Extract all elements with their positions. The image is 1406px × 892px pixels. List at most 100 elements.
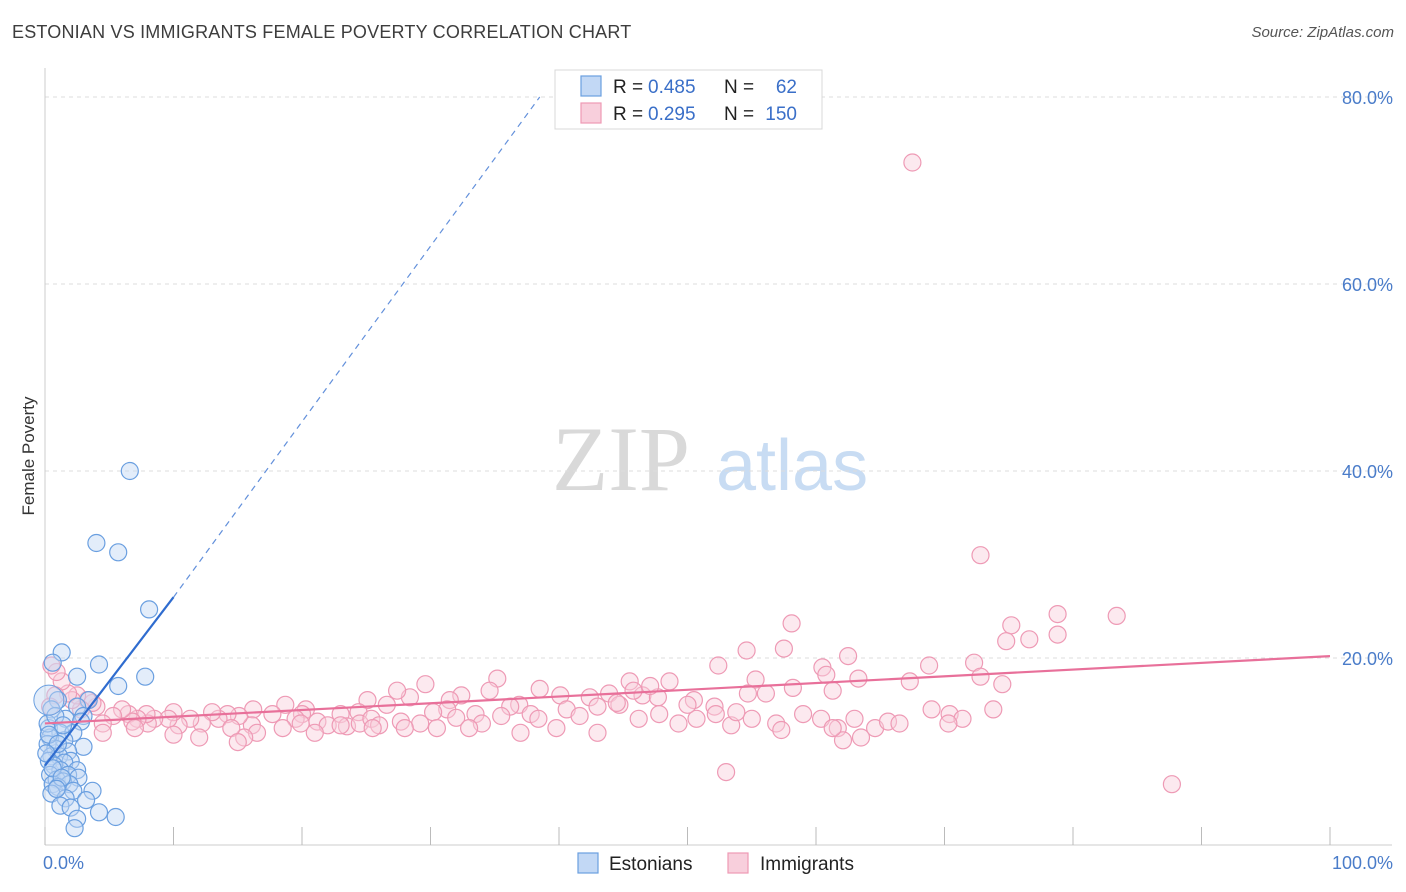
immigrants-point [588,723,607,742]
estonians-point [33,684,65,716]
estonians-n-label: N = [724,77,754,98]
estonians-swatch [580,75,602,97]
immigrants-point [447,708,466,727]
immigrants-point [971,546,990,565]
estonians-point [52,643,71,662]
immigrants-n-label: N = [724,104,754,125]
immigrants-point [629,709,648,728]
immigrants-point [395,718,414,738]
immigrants-point [737,641,756,660]
trend-lines [44,96,1331,767]
y-tick-label: 80.0% [1342,88,1393,108]
immigrants-point [480,681,499,700]
chart-title: ESTONIAN VS IMMIGRANTS FEMALE POVERTY CO… [12,22,632,42]
x-tick-label: 100.0% [1332,853,1393,873]
immigrants-point [427,718,446,738]
immigrants-point [511,723,530,742]
legend-label-immigrants: Immigrants [760,854,854,875]
immigrants-r-value: 0.295 [648,104,696,125]
immigrants-point [1048,625,1067,644]
immigrants-point [823,681,842,700]
estonians-point [109,676,128,696]
immigrants-point [849,669,868,688]
estonians-point [89,655,109,674]
immigrants-point [530,679,549,699]
immigrants-point [164,725,183,744]
immigrants-n-value: 150 [765,104,797,125]
estonians-n-value: 62 [776,77,797,98]
immigrants-point [772,720,791,740]
stats-legend: R = 0.485 N = 62 R = 0.295 N = 150 [554,69,823,130]
immigrants-point [774,639,794,658]
estonians-point [65,819,84,838]
legend-item-immigrants[interactable]: Immigrants [727,852,854,875]
watermark-zip: ZIP [552,408,690,510]
immigrants-point [890,714,909,733]
immigrants-point [833,731,853,750]
estonians-point [67,761,87,780]
estonians-point [106,807,125,827]
immigrants-point [203,703,222,722]
estonians-point [61,751,80,771]
estonians-point [52,768,71,787]
immigrants-point [783,678,803,698]
estonians-point [76,790,96,810]
immigrants-point [997,632,1016,651]
immigrants-point [620,672,639,691]
estonians-point [67,697,87,716]
immigrants-point [878,712,898,731]
immigrants-points [40,153,1182,794]
immigrants-point [742,709,761,728]
immigrants-point [607,693,626,713]
immigrants-point [900,672,919,691]
immigrants-point [529,709,548,728]
immigrants-point [588,697,607,716]
immigrants-point [452,686,471,705]
estonians-points [33,461,159,838]
immigrants-point [305,723,324,742]
immigrants-point [358,690,377,710]
immigrants-point [823,718,842,738]
immigrants-point [922,700,941,719]
immigrants-point [1020,630,1039,649]
immigrants-point [687,709,706,728]
immigrants-point [228,732,247,752]
immigrants-point [817,665,836,684]
estonians-trend-extension [173,96,541,598]
immigrants-point [570,706,589,726]
immigrants-point [308,712,327,731]
immigrants-point [939,714,958,733]
immigrants-point [709,656,728,675]
chart-source: Source: ZipAtlas.com [1251,24,1394,41]
estonians-point [87,533,106,553]
immigrants-point [276,695,295,714]
immigrants-point [903,153,922,172]
immigrants-point [1107,606,1126,626]
y-tick-label: 60.0% [1342,275,1393,295]
estonians-point [89,803,109,822]
y-tick-label: 40.0% [1342,462,1393,482]
immigrants-r-label: R = [613,104,643,125]
immigrants-point [746,670,765,689]
tick-labels: 20.0% 40.0% 60.0% 80.0% 0.0% 100.0% [43,88,1393,873]
immigrants-point [492,706,511,726]
immigrants-point [993,675,1012,694]
immigrants-point [650,704,669,724]
immigrants-point [782,614,801,633]
legend-label-estonians: Estonians [609,854,692,875]
immigrants-point [416,675,435,694]
immigrants-point [363,718,382,738]
estonians-point [109,543,128,562]
immigrants-point [424,703,443,722]
immigrants-point [660,672,679,691]
immigrants-point [641,676,660,696]
legend-item-estonians[interactable]: Estonians [577,852,692,875]
estonians-point [48,690,68,710]
immigrants-point [706,704,725,724]
y-tick-label: 20.0% [1342,649,1393,669]
immigrants-point [984,700,1003,719]
immigrants-point [851,728,871,747]
immigrants-point [845,709,864,728]
immigrants-point [756,684,776,703]
estonians-point [43,653,62,672]
